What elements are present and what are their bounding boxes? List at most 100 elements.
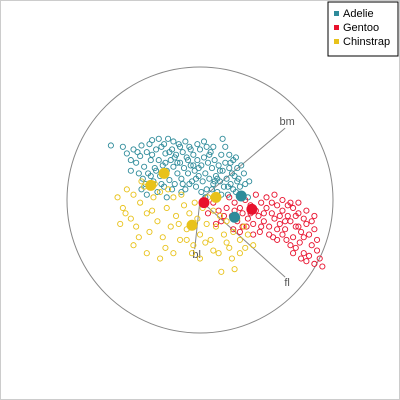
point-chinstrap-65 — [231, 266, 238, 273]
point-adelie-47 — [196, 146, 204, 153]
point-chinstrap-50 — [138, 178, 145, 185]
point-chinstrap-38 — [244, 231, 251, 238]
point-adelie-98 — [158, 180, 165, 188]
point-adelie-102 — [190, 162, 197, 169]
point-adelie-15 — [153, 146, 160, 153]
point-chinstrap-57 — [130, 242, 137, 249]
point-gentoo-22 — [266, 223, 273, 230]
point-adelie-122 — [155, 135, 162, 142]
point-gentoo-36 — [296, 239, 303, 246]
point-chinstrap-24 — [196, 231, 204, 238]
point-gentoo-2 — [236, 204, 243, 212]
point-gentoo-19 — [250, 220, 257, 227]
point-adelie-5 — [133, 159, 140, 166]
centroid-adelie — [235, 190, 247, 202]
point-chinstrap-2 — [123, 186, 130, 193]
point-gentoo-76 — [266, 231, 273, 238]
point-adelie-16 — [155, 157, 162, 164]
point-gentoo-51 — [313, 236, 321, 243]
point-gentoo-52 — [306, 252, 313, 259]
point-gentoo-40 — [300, 250, 307, 257]
point-adelie-65 — [220, 183, 227, 190]
point-chinstrap-53 — [178, 191, 185, 198]
legend-label-adelie: Adelie — [343, 8, 374, 20]
point-gentoo-37 — [306, 231, 313, 238]
point-chinstrap-63 — [210, 247, 217, 254]
point-adelie-28 — [171, 180, 178, 188]
point-chinstrap-11 — [154, 218, 161, 225]
point-adelie-95 — [134, 149, 141, 156]
point-chinstrap-59 — [157, 255, 164, 262]
point-chinstrap-43 — [162, 244, 169, 251]
point-gentoo-53 — [298, 255, 305, 262]
point-gentoo-73 — [295, 223, 302, 230]
point-gentoo-39 — [308, 242, 315, 249]
point-chinstrap-61 — [183, 236, 190, 243]
point-chinstrap-8 — [143, 210, 150, 217]
point-gentoo-54 — [290, 234, 297, 241]
point-gentoo-48 — [295, 199, 302, 206]
point-adelie-133 — [240, 170, 247, 177]
point-adelie-101 — [182, 138, 189, 145]
point-adelie-44 — [192, 183, 200, 190]
point-adelie-128 — [203, 143, 210, 150]
point-gentoo-6 — [258, 199, 265, 206]
point-adelie-56 — [208, 165, 216, 172]
point-adelie-116 — [208, 186, 216, 193]
point-gentoo-68 — [308, 218, 315, 225]
data-points — [107, 135, 326, 275]
point-adelie-108 — [143, 191, 150, 198]
point-adelie-63 — [218, 151, 225, 158]
point-gentoo-49 — [303, 207, 310, 214]
point-gentoo-69 — [313, 247, 321, 254]
point-adelie-115 — [200, 138, 208, 145]
point-chinstrap-56 — [117, 220, 124, 227]
point-adelie-38 — [184, 170, 192, 177]
point-gentoo-59 — [204, 210, 212, 217]
point-adelie-90 — [210, 143, 217, 150]
legend-label-gentoo: Gentoo — [343, 22, 379, 34]
point-adelie-118 — [224, 183, 231, 190]
point-gentoo-7 — [263, 204, 270, 212]
point-gentoo-12 — [290, 204, 297, 212]
legend: Adelie Gentoo Chinstrap — [327, 1, 399, 57]
point-adelie-42 — [190, 151, 197, 158]
point-gentoo-8 — [268, 210, 275, 217]
point-adelie-53 — [204, 159, 212, 166]
point-chinstrap-6 — [137, 199, 144, 206]
point-gentoo-42 — [279, 231, 286, 238]
point-chinstrap-67 — [236, 250, 243, 257]
point-adelie-2 — [123, 150, 130, 157]
point-chinstrap-33 — [226, 244, 233, 251]
point-gentoo-10 — [279, 207, 286, 214]
point-adelie-130 — [219, 135, 226, 142]
point-chinstrap-23 — [194, 215, 201, 222]
point-adelie-49 — [199, 178, 206, 185]
point-gentoo-27 — [292, 223, 299, 230]
point-adelie-109 — [153, 167, 160, 174]
point-chinstrap-14 — [163, 204, 170, 212]
point-adelie-106 — [222, 143, 229, 150]
legend-label-chinstrap: Chinstrap — [343, 36, 390, 48]
point-chinstrap-32 — [223, 218, 230, 225]
point-gentoo-41 — [292, 244, 299, 251]
point-chinstrap-27 — [207, 236, 214, 243]
legend-swatch-chinstrap — [334, 39, 339, 44]
point-gentoo-84 — [290, 250, 297, 257]
point-chinstrap-46 — [202, 239, 209, 246]
point-adelie-51 — [202, 170, 209, 177]
point-adelie-40 — [187, 162, 194, 169]
point-gentoo-70 — [316, 255, 323, 262]
point-chinstrap-42 — [149, 207, 156, 214]
point-gentoo-25 — [282, 226, 289, 233]
point-adelie-88 — [194, 141, 201, 148]
point-chinstrap-54 — [191, 199, 198, 206]
point-adelie-1 — [119, 143, 126, 150]
point-adelie-119 — [232, 154, 239, 161]
point-gentoo-83 — [274, 236, 281, 243]
point-gentoo-64 — [276, 212, 283, 220]
point-adelie-85 — [170, 138, 177, 145]
point-adelie-27 — [170, 163, 177, 170]
point-chinstrap-49 — [242, 244, 249, 251]
point-gentoo-38 — [311, 226, 318, 233]
